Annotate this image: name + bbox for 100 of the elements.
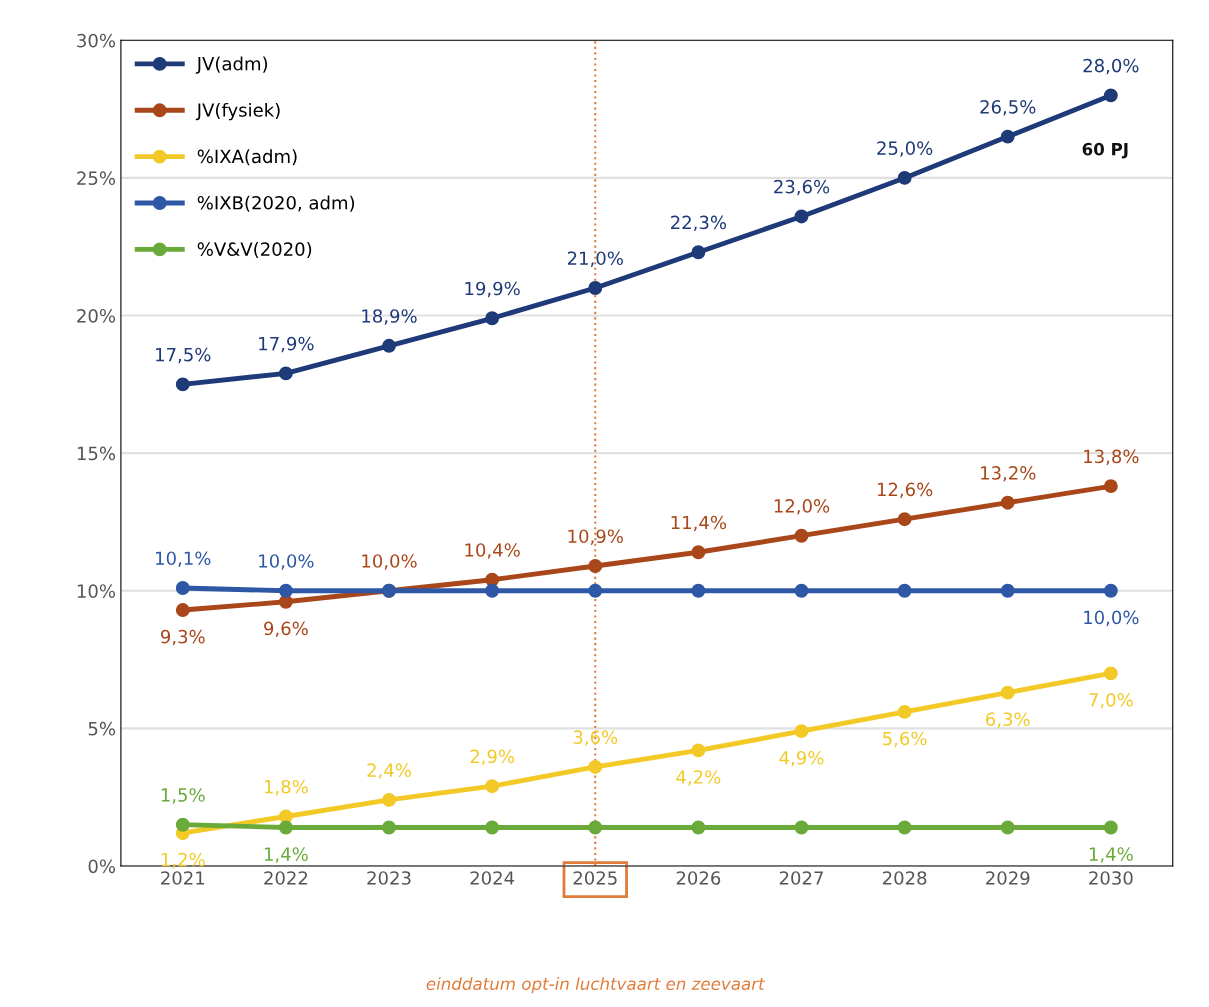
point [588,559,603,573]
x-tick-label: 2023 [367,871,411,885]
legend-label: JV(fysiek) [195,102,280,121]
point [1103,666,1118,681]
y-tick-label: 0% [88,859,116,874]
point [691,583,706,598]
point [175,377,190,392]
data-label: 6,3% [986,712,1030,728]
data-label: 9,3% [160,629,205,646]
point [175,603,190,617]
point [1000,685,1015,700]
data-label: 7,0% [1089,693,1133,709]
point [1103,820,1118,835]
point [588,583,603,598]
data-label: 10,0% [1084,610,1139,627]
data-label: 12,0% [774,499,830,515]
point [382,338,396,353]
data-label: 10,0% [362,554,417,570]
x-tick-label: 2029 [986,871,1030,885]
point [278,583,293,598]
data-label: 21,0% [567,251,623,267]
data-label: 1,2% [161,852,205,869]
data-label: 19,9% [465,281,520,298]
data-label: 25,0% [877,141,933,157]
data-label: 5,6% [883,731,927,748]
data-label: 26,5% [980,100,1036,116]
point [1000,820,1015,835]
point [485,583,500,598]
point [588,759,603,774]
data-label: 13,8% [1084,449,1139,466]
data-label: 10,4% [465,543,520,559]
point [278,366,293,381]
point [382,793,396,807]
data-label: 9,6% [264,621,308,638]
point [1103,583,1118,598]
data-label: 10,9% [568,529,623,545]
data-label: 4,2% [676,770,721,786]
point [794,583,809,598]
y-tick-label: 10% [77,584,116,598]
point [794,209,809,224]
point [794,724,809,739]
data-label: 4,9% [779,750,824,767]
x-tick-label: 2027 [779,871,823,885]
data-label: 17,9% [259,336,314,353]
data-label: 3,6% [573,730,618,746]
point [1103,479,1118,494]
data-label: 1,8% [264,779,308,796]
y-tick-label: 5% [88,721,116,736]
x-tick-label: 2030 [1089,871,1133,885]
data-label: 17,5% [156,347,211,364]
point [1000,129,1015,144]
data-label: 1,4% [264,847,308,863]
point [1000,583,1015,598]
y-tick-label: 25% [77,171,116,186]
point [897,820,912,835]
data-label: 2,4% [367,763,411,779]
data-label: 10,1% [156,551,211,567]
data-label: 2,9% [470,749,515,766]
point [175,817,190,832]
x-tick-label: 2022 [264,871,308,885]
point [278,820,293,835]
x-tick-label: 2025 [573,871,617,885]
point [897,583,912,598]
point [691,245,706,260]
data-label: 1,4% [1089,847,1133,863]
data-label: 10,0% [259,554,314,570]
data-label: 18,9% [362,309,417,325]
point [691,820,706,835]
point [485,311,500,326]
point [897,512,912,527]
point [485,779,500,794]
y-tick-label: 20% [77,308,116,323]
data-label: 23,6% [774,179,830,196]
point [691,743,706,758]
point [794,528,809,543]
legend-label: %IXB(2020, adm) [197,195,355,212]
point [588,820,603,835]
point [1000,495,1015,510]
x-tick-label: 2028 [882,871,927,885]
x-tick-label: 2021 [161,871,205,885]
ref-line-label: einddatum opt-in luchtvaart en zeevaart [426,977,766,994]
data-label: 11,4% [671,515,727,532]
point [485,820,500,835]
y-tick-label: 30% [77,33,116,48]
x-tick-label: 2024 [470,871,515,885]
y-tick-label: 15% [77,446,116,461]
point [691,545,706,560]
point [897,170,912,185]
legend-label: JV(adm) [195,56,268,74]
data-label: 12,6% [877,482,933,499]
data-label: 28,0% [1083,58,1139,75]
x-tick-label: 2026 [676,871,721,885]
point [897,704,912,719]
point [382,820,396,835]
point [588,281,603,295]
data-label: 13,2% [981,466,1036,482]
point [175,581,190,595]
data-label: 1,5% [161,788,205,804]
annotation: 60 PJ [1082,142,1128,159]
legend-label: %V&V(2020) [197,242,312,259]
